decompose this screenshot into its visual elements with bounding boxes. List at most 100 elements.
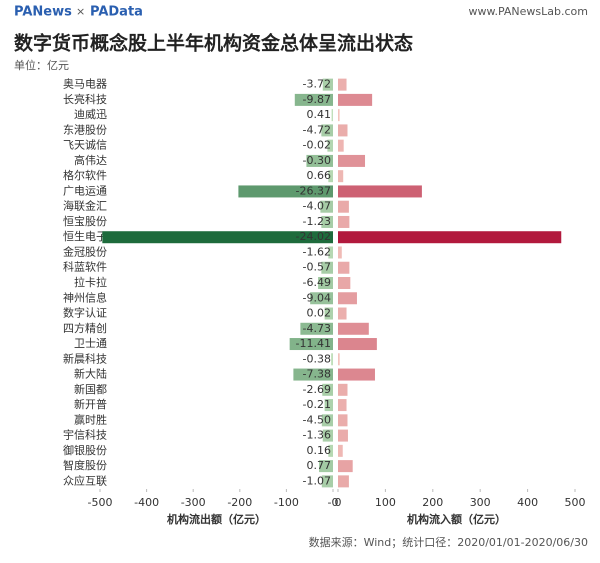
bar bbox=[338, 261, 350, 274]
x-tick-label: 500 bbox=[565, 496, 586, 509]
net-label: -7.38 bbox=[303, 368, 331, 381]
net-label: 0.41 bbox=[307, 108, 332, 121]
bar bbox=[328, 444, 333, 457]
bar bbox=[320, 200, 333, 213]
net-label: 0.77 bbox=[307, 459, 332, 472]
bar bbox=[338, 322, 369, 335]
bar bbox=[338, 170, 344, 183]
bar bbox=[306, 154, 333, 167]
bar bbox=[338, 414, 348, 427]
bar bbox=[321, 414, 333, 427]
bar bbox=[338, 277, 351, 289]
axis-label: 机构流出额（亿元） bbox=[167, 512, 266, 526]
bar bbox=[338, 78, 347, 91]
bar bbox=[338, 444, 343, 457]
net-label: -9.04 bbox=[303, 291, 331, 304]
category-label: 高伟达 bbox=[74, 153, 107, 167]
net-label: -4.07 bbox=[303, 200, 331, 213]
bar bbox=[331, 353, 333, 366]
x-tick-label: -200 bbox=[227, 496, 252, 509]
x-tick-label: -400 bbox=[134, 496, 159, 509]
bar bbox=[338, 368, 375, 381]
category-label: 恒宝股份 bbox=[63, 214, 107, 228]
bar bbox=[338, 292, 357, 305]
x-tick-label: -300 bbox=[181, 496, 206, 509]
net-label: -9.87 bbox=[303, 93, 331, 106]
net-label: -2.69 bbox=[303, 383, 331, 396]
brand-sep: × bbox=[76, 5, 85, 18]
category-label: 宇信科技 bbox=[63, 428, 107, 442]
bar bbox=[324, 307, 333, 320]
net-label: -4.72 bbox=[303, 123, 331, 136]
category-label: 迪威迅 bbox=[74, 108, 107, 121]
axis-label: 机构流入额（亿元） bbox=[407, 512, 506, 526]
x-tick-label: -100 bbox=[274, 496, 299, 509]
x-tick-label: -500 bbox=[88, 496, 113, 509]
x-tick-label: 300 bbox=[470, 496, 491, 509]
category-label: 御银股份 bbox=[63, 443, 107, 457]
bar bbox=[321, 124, 333, 137]
bar bbox=[294, 93, 333, 106]
bar bbox=[338, 124, 348, 137]
net-label: -24.02 bbox=[296, 230, 331, 243]
x-tick-label: -0 bbox=[328, 496, 339, 509]
category-label: 恒生电子 bbox=[63, 229, 107, 243]
category-label: 广电运通 bbox=[63, 184, 107, 197]
net-label: -1.36 bbox=[303, 429, 331, 442]
bar bbox=[289, 338, 333, 351]
bar bbox=[293, 368, 333, 381]
bar bbox=[310, 292, 333, 305]
net-label: -4.73 bbox=[303, 322, 331, 335]
net-label: -6.49 bbox=[303, 276, 331, 289]
category-label: 智度股份 bbox=[63, 458, 107, 472]
bar bbox=[338, 246, 342, 259]
bar bbox=[338, 185, 422, 198]
category-label: 拉卡拉 bbox=[74, 275, 107, 289]
net-label: -0.21 bbox=[303, 398, 331, 411]
category-label: 卫士通 bbox=[74, 337, 107, 350]
net-label: 0.16 bbox=[307, 444, 332, 457]
net-label: -0.57 bbox=[303, 261, 331, 274]
site: www.PANewsLab.com bbox=[469, 5, 589, 18]
category-label: 神州信息 bbox=[63, 290, 107, 304]
category-label: 东港股份 bbox=[63, 123, 107, 136]
bar bbox=[338, 338, 377, 351]
bar bbox=[338, 231, 562, 244]
subtitle: 单位：亿元 bbox=[14, 58, 69, 72]
category-label: 科蓝软件 bbox=[63, 260, 107, 274]
bar bbox=[328, 246, 333, 259]
bar bbox=[338, 93, 373, 106]
brand: PANews bbox=[14, 5, 72, 20]
net-label: 0.02 bbox=[307, 307, 332, 320]
chart-title: 数字货币概念股上半年机构资金总体呈流出状态 bbox=[14, 32, 413, 55]
net-label: -1.23 bbox=[303, 215, 331, 228]
bar bbox=[318, 277, 333, 289]
bar bbox=[328, 170, 333, 183]
net-label: -0.30 bbox=[303, 154, 331, 167]
bar bbox=[321, 215, 333, 228]
bar bbox=[321, 261, 333, 274]
category-label: 新大陆 bbox=[74, 367, 107, 381]
category-label: 赢时胜 bbox=[74, 412, 107, 426]
bar bbox=[338, 154, 366, 167]
net-label: -1.62 bbox=[303, 245, 331, 258]
bar bbox=[338, 475, 349, 488]
bar bbox=[319, 460, 333, 473]
bar bbox=[300, 322, 333, 335]
x-tick-label: 0 bbox=[335, 496, 342, 509]
bar bbox=[338, 139, 344, 152]
x-tick-label: 400 bbox=[517, 496, 538, 509]
category-label: 飞天诚信 bbox=[63, 139, 107, 152]
net-label: -26.37 bbox=[296, 184, 331, 197]
category-label: 众应互联 bbox=[63, 473, 107, 487]
bar bbox=[331, 109, 333, 122]
category-label: 新开普 bbox=[74, 397, 107, 411]
bar bbox=[322, 78, 333, 91]
net-label: -11.41 bbox=[296, 337, 331, 350]
category-label: 格尔软件 bbox=[63, 168, 107, 182]
bar bbox=[321, 475, 333, 488]
category-label: 奥马电器 bbox=[63, 77, 107, 91]
bar bbox=[338, 429, 348, 442]
category-label: 四方精创 bbox=[63, 321, 107, 335]
